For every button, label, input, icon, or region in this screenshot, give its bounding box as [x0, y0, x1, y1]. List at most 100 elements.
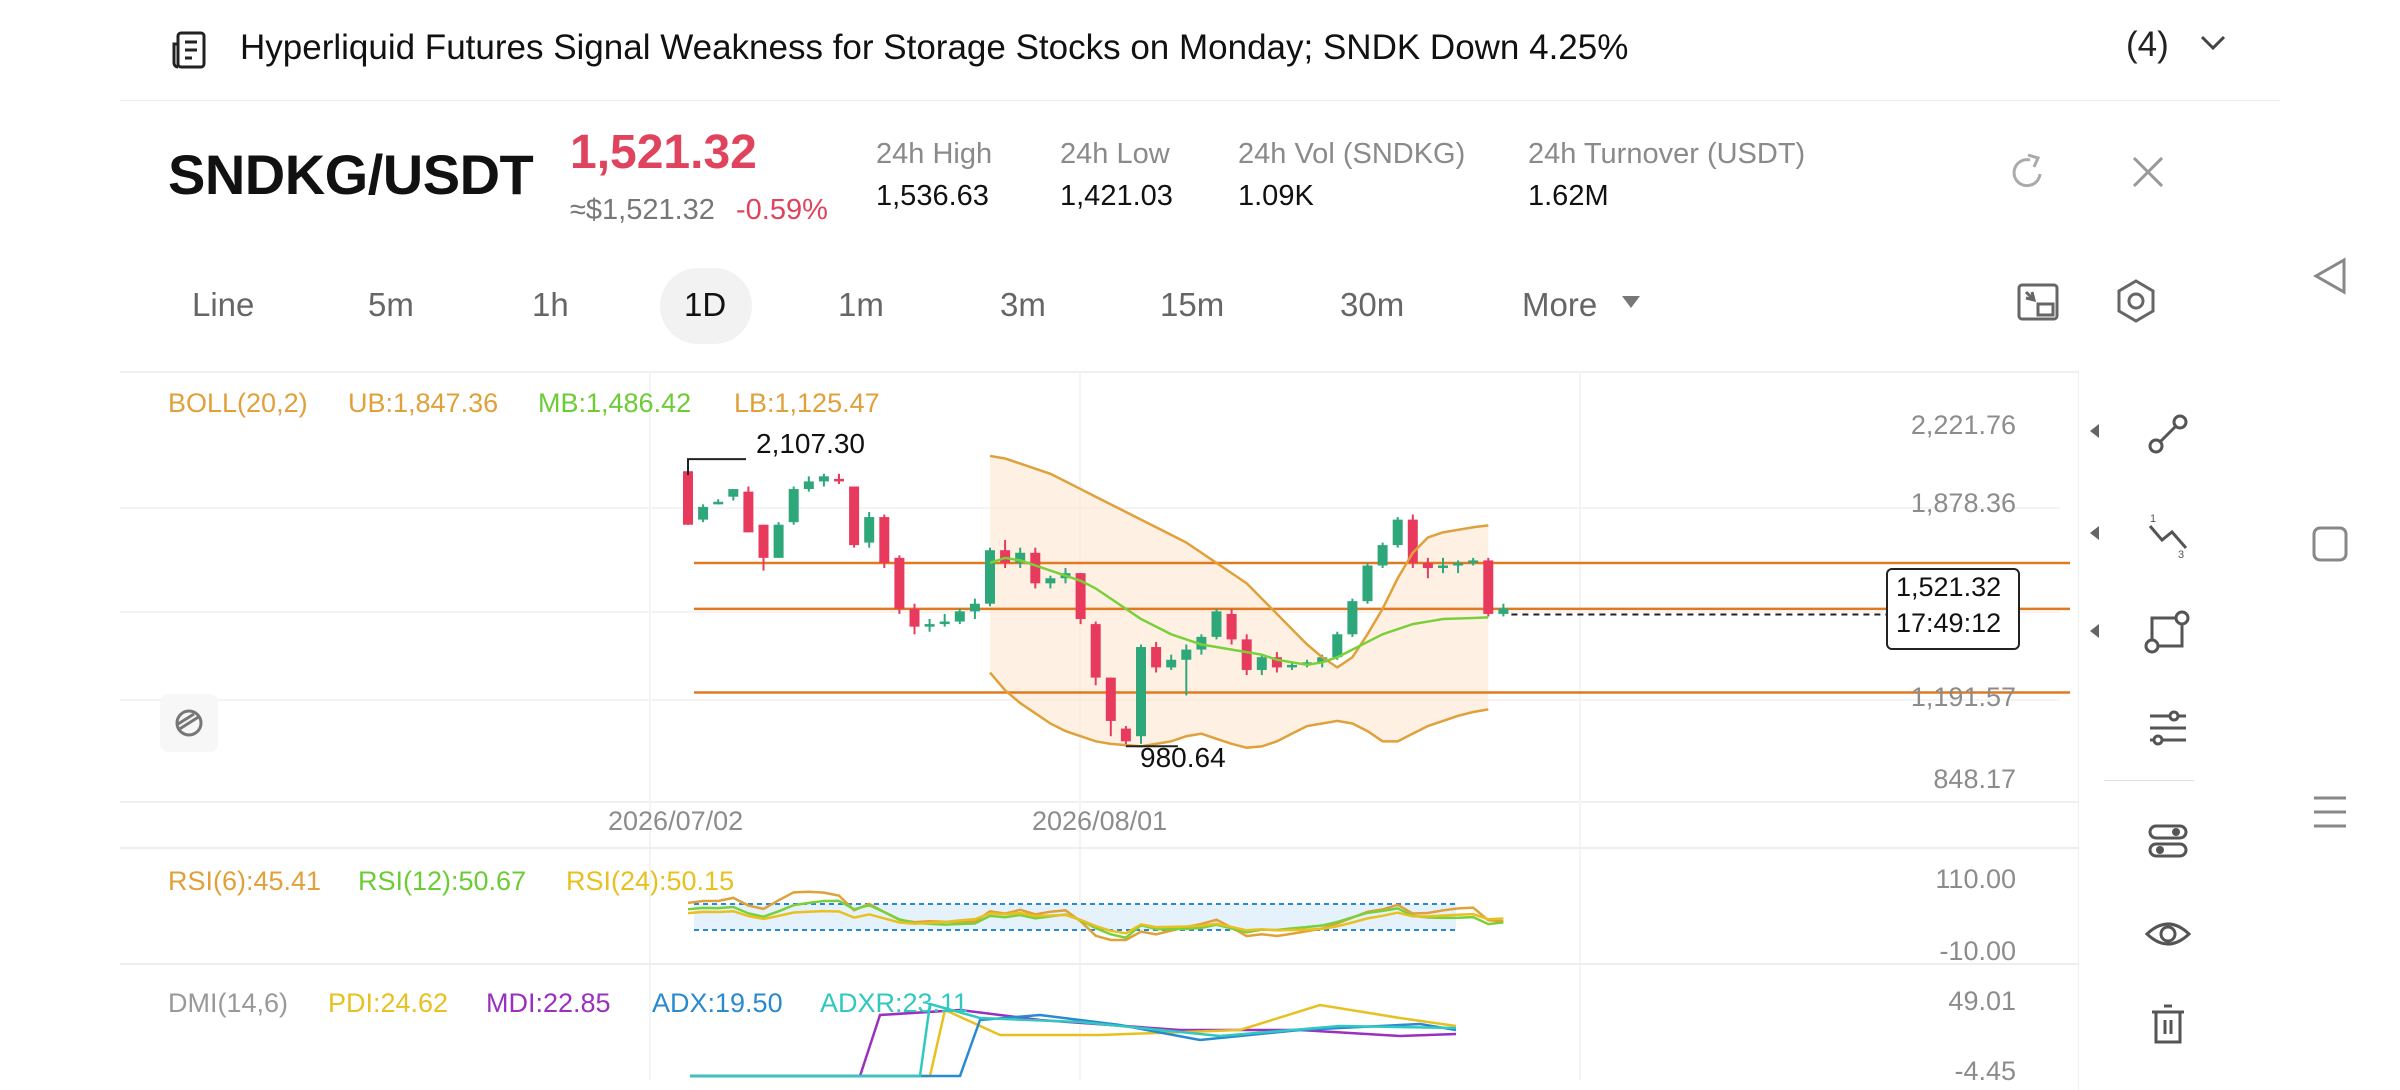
news-title[interactable]: Hyperliquid Futures Signal Weakness for …: [240, 28, 1629, 67]
pdi-line: [690, 1003, 1457, 1078]
boll-lb: LB:1,125.47: [734, 388, 880, 418]
boll-ub: UB:1,847.36: [348, 388, 499, 418]
news-count: (4): [2126, 25, 2169, 64]
candle-body: [1332, 634, 1343, 658]
candle-body: [1226, 613, 1237, 640]
candle-body: [985, 550, 995, 604]
tab-1h[interactable]: 1h: [532, 286, 569, 323]
stat-turnover-value: 1.62M: [1528, 180, 1609, 212]
candle-body: [1090, 624, 1101, 678]
candle-body: [1030, 552, 1041, 584]
candle-body: [864, 517, 875, 543]
candle-body: [1105, 677, 1116, 721]
candle-body: [1256, 657, 1267, 670]
price-tick: 2,221.76: [1910, 410, 2016, 440]
tab-line[interactable]: Line: [192, 286, 255, 323]
candle-body: [683, 471, 693, 525]
candle-body: [803, 481, 814, 490]
close-icon[interactable]: [2128, 152, 2168, 192]
boll-mb: MB:1,486.42: [538, 388, 692, 418]
candle-body: [1151, 647, 1162, 668]
rsi24-label: RSI(24):50.15: [566, 866, 735, 896]
candle-body: [879, 517, 890, 563]
adxr-label: ADXR:23.11: [820, 988, 969, 1018]
candle-body: [1015, 552, 1026, 563]
candle-body: [1392, 519, 1403, 546]
drawing-toggle-icon[interactable]: [160, 694, 218, 752]
tab-selected-highlight: [660, 268, 752, 344]
tab-1d[interactable]: 1D: [684, 286, 727, 323]
candle-body: [728, 489, 739, 497]
boll-ub-line: [989, 454, 1489, 669]
tab-3m[interactable]: 3m: [1000, 286, 1046, 323]
candle-body: [758, 524, 769, 558]
trash-icon[interactable]: [2144, 1000, 2192, 1048]
tab-more[interactable]: More: [1522, 286, 1598, 323]
recents-icon[interactable]: [2310, 792, 2350, 832]
price-tick: 1,878.36: [1910, 488, 2016, 518]
candle-body: [773, 524, 784, 558]
share-icon[interactable]: [2008, 152, 2048, 192]
candle-body: [969, 603, 980, 612]
candle-body: [1241, 639, 1252, 670]
high-marker-line: [687, 458, 746, 476]
candle-body: [1287, 664, 1297, 668]
candle-body: [1302, 662, 1313, 665]
candle-body: [743, 491, 754, 533]
candle-body: [788, 489, 799, 523]
tab-30m[interactable]: 30m: [1340, 286, 1405, 323]
candle-body: [1483, 560, 1494, 614]
candle-body: [1347, 601, 1358, 635]
candle-body: [1453, 562, 1464, 566]
trend-tool-icon[interactable]: 1 3: [2144, 510, 2192, 558]
candle-body: [1211, 611, 1222, 637]
dmi-pane: [690, 1002, 1457, 1078]
rsi12-label: RSI(12):50.67: [358, 866, 527, 896]
eye-icon[interactable]: [2144, 910, 2192, 958]
pair-name: SNDKG/USDT: [168, 143, 534, 206]
price-usd: ≈$1,521.32: [570, 194, 715, 226]
stat-turnover-label: 24h Turnover (USDT): [1528, 138, 1806, 170]
boll-lb-line: [989, 671, 1489, 749]
indicator-icon[interactable]: [2144, 816, 2192, 864]
low-marker: 980.64: [1140, 742, 1226, 773]
shape-tool-icon[interactable]: [2144, 608, 2192, 656]
candle-body: [849, 486, 860, 546]
rsi-tick: 110.00: [1935, 864, 2016, 894]
candle-body: [894, 557, 905, 609]
candle-body: [818, 476, 829, 482]
settings-icon[interactable]: [2114, 278, 2158, 324]
extreme-markers: [687, 458, 1178, 748]
price-tick: 848.17: [1933, 764, 2016, 794]
tab-1m[interactable]: 1m: [838, 286, 884, 323]
news-banner[interactable]: [120, 0, 2280, 101]
last-price-tag[interactable]: [1886, 568, 2020, 650]
expand-arrow-icon[interactable]: [2090, 424, 2099, 438]
candle-body: [1317, 657, 1328, 663]
candle-body: [1468, 560, 1479, 563]
candle-body: [939, 621, 950, 625]
tab-15m[interactable]: 15m: [1160, 286, 1225, 323]
candle-body: [1075, 573, 1086, 620]
stat-high-value: 1,536.63: [876, 180, 989, 212]
adjust-icon[interactable]: [2144, 704, 2192, 752]
tab-5m[interactable]: 5m: [368, 286, 414, 323]
boll-mb-line: [989, 556, 1489, 667]
expand-arrow-icon[interactable]: [2090, 624, 2099, 638]
candle-body: [909, 608, 920, 627]
home-icon[interactable]: [2310, 524, 2350, 564]
candle-body: [698, 506, 709, 520]
stat-vol-label: 24h Vol (SNDKG): [1238, 138, 1466, 170]
rsi24-line: [687, 909, 1504, 935]
drawing-toolbar: [2078, 370, 2231, 1090]
mdi-label: MDI:22.85: [486, 988, 611, 1018]
fullscreen-icon[interactable]: [2016, 280, 2060, 324]
back-icon[interactable]: [2310, 256, 2350, 296]
expand-arrow-icon[interactable]: [2090, 526, 2099, 540]
chevron-down-icon[interactable]: [2198, 32, 2228, 54]
candle-body: [713, 501, 724, 505]
candle-body: [924, 624, 935, 627]
candle-body: [1181, 649, 1192, 660]
line-tool-icon[interactable]: [2144, 410, 2192, 458]
